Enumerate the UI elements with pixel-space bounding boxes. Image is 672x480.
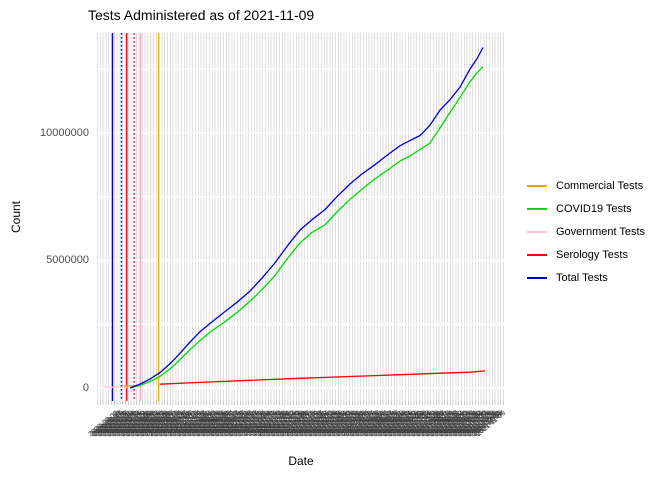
legend-item-label: Total Tests: [556, 272, 608, 284]
x-axis-date-label-band: 2020-03-09 2020-03-11 2020-03-13 2020-03-15…: [85, 407, 525, 453]
chart-canvas: [97, 33, 505, 401]
series-covid19-tests: [129, 66, 484, 389]
legend-item: Serology Tests: [527, 247, 628, 263]
legend-item: Government Tests: [527, 224, 645, 240]
legend-key-line-icon: [527, 231, 547, 233]
legend-item: Total Tests: [527, 270, 608, 286]
y-tick-label: 10000000: [40, 126, 89, 139]
legend-item-label: Government Tests: [556, 226, 646, 238]
legend-item-label: Serology Tests: [556, 249, 628, 261]
y-axis-label: Count: [9, 200, 23, 234]
y-tick-label: 0: [82, 381, 89, 394]
legend-item: COVID19 Tests: [527, 201, 632, 217]
legend-key-line-icon: [527, 277, 547, 279]
legend-key-line-icon: [527, 208, 547, 210]
legend-item: Commercial Tests: [527, 178, 643, 194]
chart-title: Tests Administered as of 2021-11-09: [88, 7, 315, 23]
legend-key-line-icon: [527, 185, 547, 187]
x-axis-tick-marks: [97, 401, 505, 405]
legend-item-label: COVID19 Tests: [556, 203, 632, 215]
series-total-tests: [129, 47, 484, 389]
legend-key-line-icon: [527, 254, 547, 256]
x-axis-label: Date: [288, 454, 314, 468]
legend-item-label: Commercial Tests: [556, 180, 644, 192]
plot-area: [97, 33, 505, 401]
y-tick-label: 5000000: [46, 254, 89, 267]
series-serology-tests: [159, 370, 486, 385]
